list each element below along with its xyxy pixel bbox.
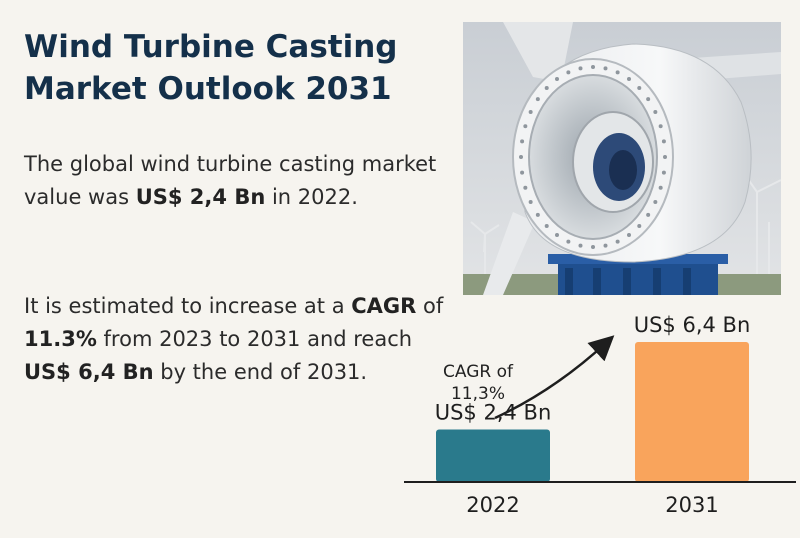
cagr-arrow [494, 335, 615, 420]
bolt-hole [591, 65, 595, 69]
bolt-hole [615, 239, 620, 244]
page-title: Wind Turbine Casting Market Outlook 2031 [24, 29, 398, 107]
bolt-hole [653, 200, 658, 204]
market-bar-chart: US$ 2,4 Bn 2022 US$ 6,4 Bn 2031 CAGR of 11,… [400, 300, 800, 533]
bolt-hole [528, 110, 533, 114]
bar-2022 [436, 429, 550, 482]
bolt-hole [578, 66, 583, 71]
bolt-hole [615, 70, 620, 75]
bolt-hole [519, 155, 523, 159]
bolt-hole [661, 170, 666, 175]
cagr-annotation-line1: CAGR of [443, 362, 514, 382]
p1-value-2022: US$ 2,4 Bn [135, 185, 266, 209]
bolt-hole [535, 212, 540, 217]
turbine-photo [463, 22, 781, 295]
p2-text-b: of [416, 294, 444, 318]
bolt-hole [603, 66, 608, 71]
x-tick-label-2022: 2022 [466, 493, 519, 517]
forecast-paragraph: It is estimated to increase at a CAGR of… [24, 290, 444, 389]
bolt-hole [661, 139, 666, 144]
bolt-hole [653, 110, 658, 114]
bolt-hole [555, 77, 559, 82]
chart-svg: US$ 2,4 Bn 2022 US$ 6,4 Bn 2031 CAGR of 11,… [404, 313, 796, 517]
p2-text-c: from 2023 to 2031 and reach [96, 327, 413, 351]
p2-text-d: by the end of 2031. [153, 360, 368, 384]
bolt-hole [627, 77, 631, 82]
bolt-hole [658, 124, 663, 129]
bolt-hole [578, 243, 583, 248]
turbine-illustration [463, 22, 781, 295]
p1-text-b: in 2022. [265, 185, 358, 209]
bolt-hole [523, 185, 528, 190]
p2-value-2031: US$ 6,4 Bn [24, 360, 154, 384]
bolt-hole [646, 212, 651, 217]
bolt-hole [603, 243, 608, 248]
bolt-hole [637, 86, 642, 91]
bolt-hole [555, 232, 559, 237]
bolt-hole [520, 139, 525, 144]
bolt-hole [663, 155, 667, 159]
bolt-hole [591, 245, 595, 249]
bolt-hole [544, 86, 549, 91]
cagr-annotation-line2: 11,3% [451, 384, 505, 404]
bolt-hole [627, 232, 631, 237]
p2-cagr-label: CAGR [351, 294, 417, 318]
bolt-hole [658, 185, 663, 190]
bolt-hole [646, 97, 651, 102]
bolt-hole [523, 124, 528, 129]
x-tick-label-2031: 2031 [665, 493, 718, 517]
p2-cagr-value: 11.3% [24, 327, 97, 351]
bolt-hole [544, 223, 549, 228]
p2-text-a: It is estimated to increase at a [24, 294, 352, 318]
bolt-hole [566, 239, 571, 244]
bar-value-label-2022: US$ 2,4 Bn [435, 401, 552, 425]
bolt-hole [566, 70, 571, 75]
bar-value-label-2031: US$ 6,4 Bn [634, 313, 751, 337]
bolt-hole [637, 223, 642, 228]
bar-2031 [635, 342, 749, 482]
bolt-hole [535, 97, 540, 102]
bolt-hole [528, 200, 533, 204]
market-value-paragraph: The global wind turbine casting market v… [24, 148, 444, 214]
p1-text-a: The global wind turbine casting market v… [24, 152, 437, 209]
bolt-hole [520, 170, 525, 175]
